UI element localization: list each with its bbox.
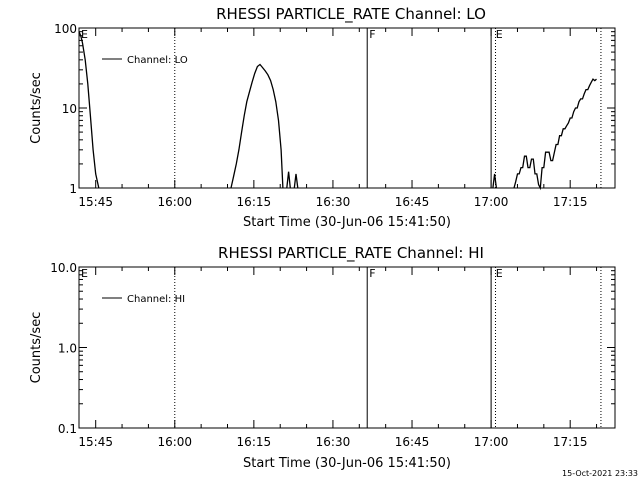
chart-0-y-tick-label: 100 (54, 22, 77, 36)
chart-0-y-axis-label: Counts/sec (29, 72, 44, 144)
chart-0-series-line (293, 173, 299, 189)
chart-1-x-tick-label: 16:00 (157, 435, 192, 449)
chart-0-series-line (513, 78, 597, 191)
chart-0-x-tick-label: 15:45 (78, 195, 113, 209)
chart-1-x-tick-label: 16:45 (395, 435, 430, 449)
chart-1-flag-label: E (81, 267, 88, 280)
chart-0-x-tick-label: 16:00 (157, 195, 192, 209)
chart-0-plot-frame (78, 27, 616, 189)
chart-1-x-tick-label: 15:45 (78, 435, 113, 449)
chart-1-plot-frame (78, 266, 616, 429)
chart-1-flag-label: E (496, 267, 503, 280)
footer-timestamp: 15-Oct-2021 23:33 (562, 469, 638, 478)
chart-0-series-line (78, 31, 100, 189)
chart-1-legend-label: Channel: HI (127, 294, 185, 305)
chart-0-y-tick-label: 1 (69, 182, 77, 196)
chart-0-series-line (286, 171, 291, 189)
chart-0-x-axis-label: Start Time (30-Jun-06 15:41:50) (243, 215, 451, 230)
chart-0-y-tick-label: 10 (62, 102, 77, 116)
chart-0-series-line (230, 63, 284, 189)
chart-0-title: RHESSI PARTICLE_RATE Channel: LO (216, 5, 486, 24)
chart-0-x-tick-label: 16:15 (237, 195, 272, 209)
chart-0-flag-label: E (496, 28, 503, 41)
chart-0-x-tick-label: 16:45 (395, 195, 430, 209)
chart-1-x-tick-label: 16:15 (237, 435, 272, 449)
chart-1-flag-label: F (369, 267, 375, 280)
chart-1-x-axis-label: Start Time (30-Jun-06 15:41:50) (243, 456, 451, 471)
chart-1-title: RHESSI PARTICLE_RATE Channel: HI (218, 244, 484, 263)
chart-0-series-line (492, 173, 498, 189)
chart-1-y-tick-label: 10.0 (50, 261, 77, 275)
chart-1-x-tick-label: 16:30 (316, 435, 351, 449)
chart-1-y-tick-label: 0.1 (58, 422, 77, 436)
chart-0-x-tick-label: 17:15 (553, 195, 588, 209)
chart-0-flag-label: F (369, 28, 375, 41)
chart-1-x-tick-label: 17:00 (474, 435, 509, 449)
chart-0-legend-label: Channel: LO (127, 55, 188, 66)
chart-0-flag-label: E (81, 28, 88, 41)
chart-1-x-tick-label: 17:15 (553, 435, 588, 449)
chart-1-y-tick-label: 1.0 (58, 342, 77, 356)
chart-0-x-tick-label: 16:30 (316, 195, 351, 209)
chart-1-y-axis-label: Counts/sec (29, 312, 44, 384)
chart-0-x-tick-label: 17:00 (474, 195, 509, 209)
